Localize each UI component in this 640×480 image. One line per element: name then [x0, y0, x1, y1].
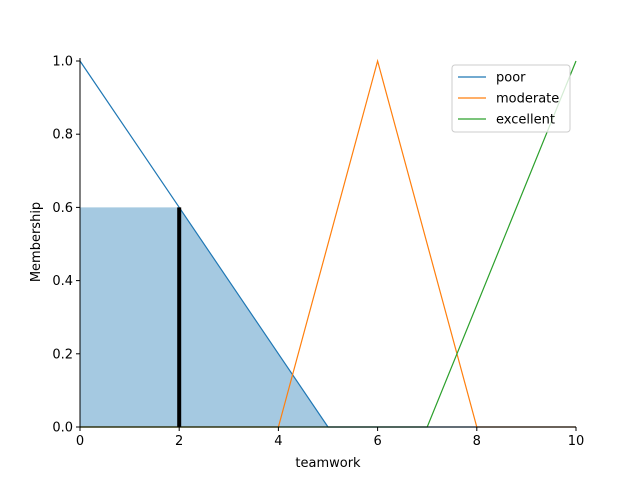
activation-fill-layer [80, 207, 328, 427]
y-tick-label: 0.4 [52, 274, 73, 289]
y-tick-label: 0.2 [52, 347, 73, 362]
legend-box [451, 64, 571, 133]
ticks: 0 2 4 6 8 10 0.0 0.2 0.4 0.6 0.8 1.0 [52, 55, 584, 450]
x-tick-label: 2 [175, 434, 183, 449]
legend-label-excellent: excellent [496, 113, 555, 128]
y-tick-label: 0.6 [52, 201, 73, 216]
y-tick-label: 1.0 [52, 55, 73, 70]
axes [79, 58, 576, 428]
activation-area [80, 207, 328, 427]
x-tick-label: 4 [274, 434, 282, 449]
y-tick-label: 0.0 [52, 421, 73, 436]
legend-label-poor: poor [496, 71, 526, 86]
x-tick-label: 8 [473, 434, 481, 449]
y-tick-label: 0.8 [52, 128, 73, 143]
x-axis-label: teamwork [295, 456, 361, 471]
x-tick-label: 0 [76, 434, 84, 449]
x-tick-label: 6 [373, 434, 381, 449]
x-tick-label: 10 [568, 434, 585, 449]
legend-label-moderate: moderate [496, 92, 559, 107]
y-axis-label: Membership [29, 202, 44, 282]
legend: poor moderate excellent [451, 64, 571, 133]
